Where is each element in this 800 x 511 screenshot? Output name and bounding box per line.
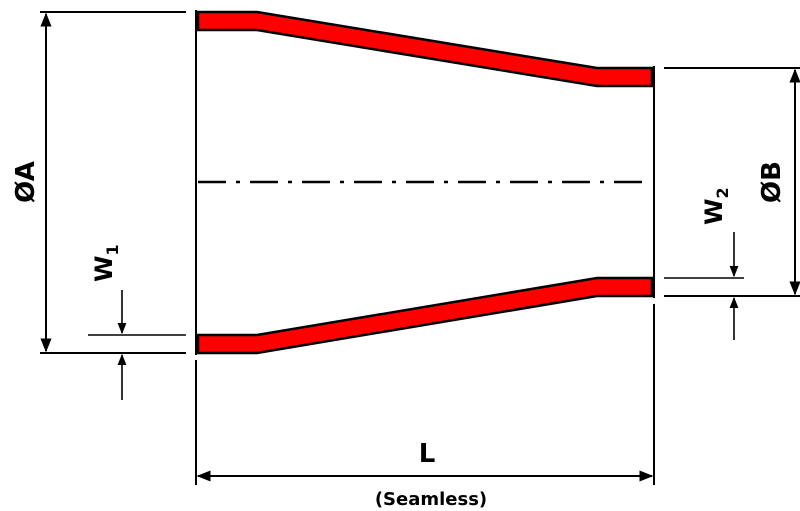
w1-label: W1 <box>90 244 122 282</box>
dia-a-label: ØA <box>11 161 41 203</box>
w2-label: W2 <box>700 187 732 225</box>
dia-b-label: ØB <box>757 161 787 203</box>
w2-label-sub: 2 <box>713 187 732 198</box>
svg-text:W1: W1 <box>90 244 122 282</box>
length-label: L <box>419 439 436 469</box>
bottom-wall <box>196 276 654 355</box>
w1-label-base: W <box>90 256 118 282</box>
w2-label-base: W <box>700 199 728 225</box>
svg-text:W2: W2 <box>700 187 732 225</box>
seamless-caption: (Seamless) <box>375 489 487 510</box>
w1-label-sub: 1 <box>103 244 122 255</box>
top-wall <box>196 10 654 88</box>
